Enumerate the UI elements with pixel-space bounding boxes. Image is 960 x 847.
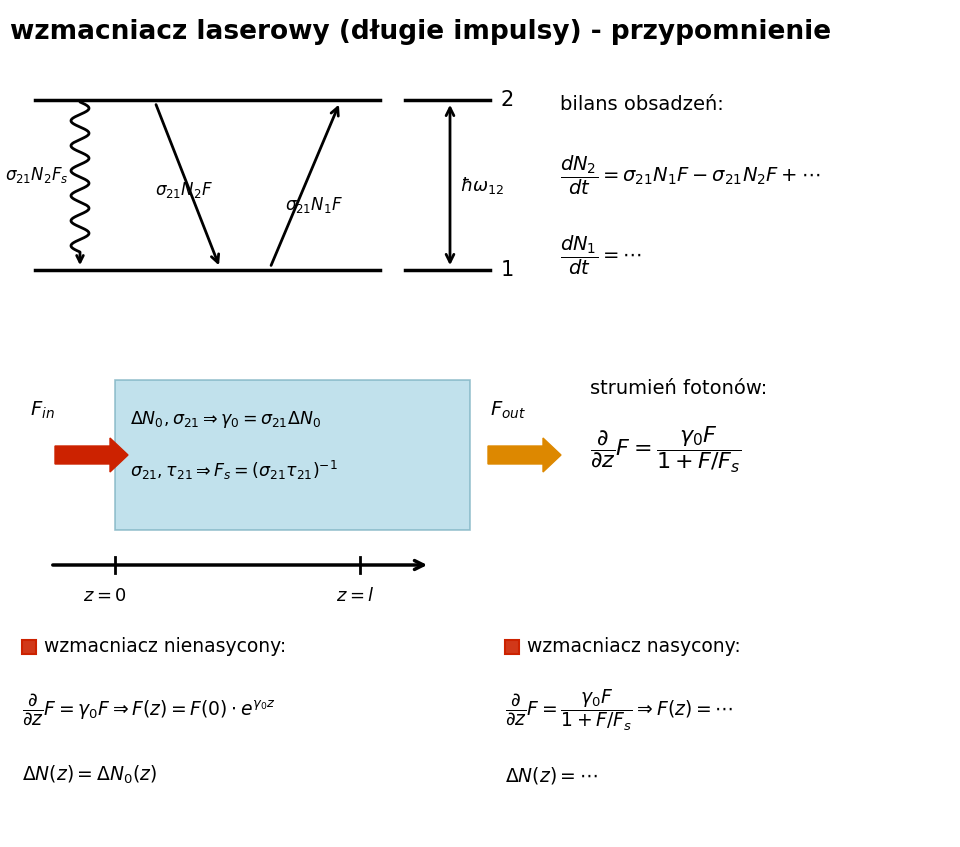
Bar <box>23 641 35 653</box>
Bar <box>22 640 36 654</box>
Text: $\hbar\omega_{12}$: $\hbar\omega_{12}$ <box>460 174 504 196</box>
Text: $\dfrac{dN_1}{dt} = \cdots$: $\dfrac{dN_1}{dt} = \cdots$ <box>560 233 642 277</box>
Text: $\Delta N(z) = \cdots$: $\Delta N(z) = \cdots$ <box>505 765 598 785</box>
Text: $\Delta N(z) = \Delta N_0(z)$: $\Delta N(z) = \Delta N_0(z)$ <box>22 764 156 786</box>
Bar <box>506 641 518 653</box>
Bar <box>505 640 519 654</box>
Text: $\sigma_{21}N_1F$: $\sigma_{21}N_1F$ <box>285 195 343 215</box>
Text: $\dfrac{\partial}{\partial z}F = \dfrac{\gamma_0 F}{1 + F/F_s}$: $\dfrac{\partial}{\partial z}F = \dfrac{… <box>590 424 741 475</box>
Text: wzmacniacz laserowy (długie impulsy) - przypomnienie: wzmacniacz laserowy (długie impulsy) - p… <box>10 19 831 45</box>
Text: $F_{in}$: $F_{in}$ <box>30 399 55 421</box>
FancyBboxPatch shape <box>115 380 470 530</box>
Text: $\dfrac{\partial}{\partial z}F = \gamma_0 F \Rightarrow F(z) = F(0) \cdot e^{\ga: $\dfrac{\partial}{\partial z}F = \gamma_… <box>22 692 276 728</box>
Text: $1$: $1$ <box>500 260 514 280</box>
FancyArrow shape <box>488 438 561 472</box>
Text: $\Delta N_0, \sigma_{21} \Rightarrow \gamma_0 = \sigma_{21}\Delta N_0$: $\Delta N_0, \sigma_{21} \Rightarrow \ga… <box>130 409 321 430</box>
Text: wzmacniacz nienasycony:: wzmacniacz nienasycony: <box>44 638 286 656</box>
Text: wzmacniacz nasycony:: wzmacniacz nasycony: <box>527 638 741 656</box>
Text: $\dfrac{dN_2}{dt} = \sigma_{21}N_1F - \sigma_{21}N_2F + \cdots$: $\dfrac{dN_2}{dt} = \sigma_{21}N_1F - \s… <box>560 153 821 197</box>
Text: strumień fotonów:: strumień fotonów: <box>590 379 767 397</box>
FancyArrow shape <box>55 438 128 472</box>
Text: $\sigma_{21}N_2F_s$: $\sigma_{21}N_2F_s$ <box>5 165 68 185</box>
Text: bilans obsadzeń:: bilans obsadzeń: <box>560 96 724 114</box>
Text: $z = 0$: $z = 0$ <box>84 587 127 605</box>
Text: $z = l$: $z = l$ <box>336 587 374 605</box>
Text: $\dfrac{\partial}{\partial z}F = \dfrac{\gamma_0 F}{1 + F/F_s} \Rightarrow F(z) : $\dfrac{\partial}{\partial z}F = \dfrac{… <box>505 688 733 733</box>
Text: $F_{out}$: $F_{out}$ <box>490 399 526 421</box>
Text: $\sigma_{21}, \tau_{21} \Rightarrow F_s = (\sigma_{21}\tau_{21})^{-1}$: $\sigma_{21}, \tau_{21} \Rightarrow F_s … <box>130 458 338 482</box>
Text: $\sigma_{21}N_2F$: $\sigma_{21}N_2F$ <box>155 180 213 200</box>
Text: $2$: $2$ <box>500 90 514 110</box>
